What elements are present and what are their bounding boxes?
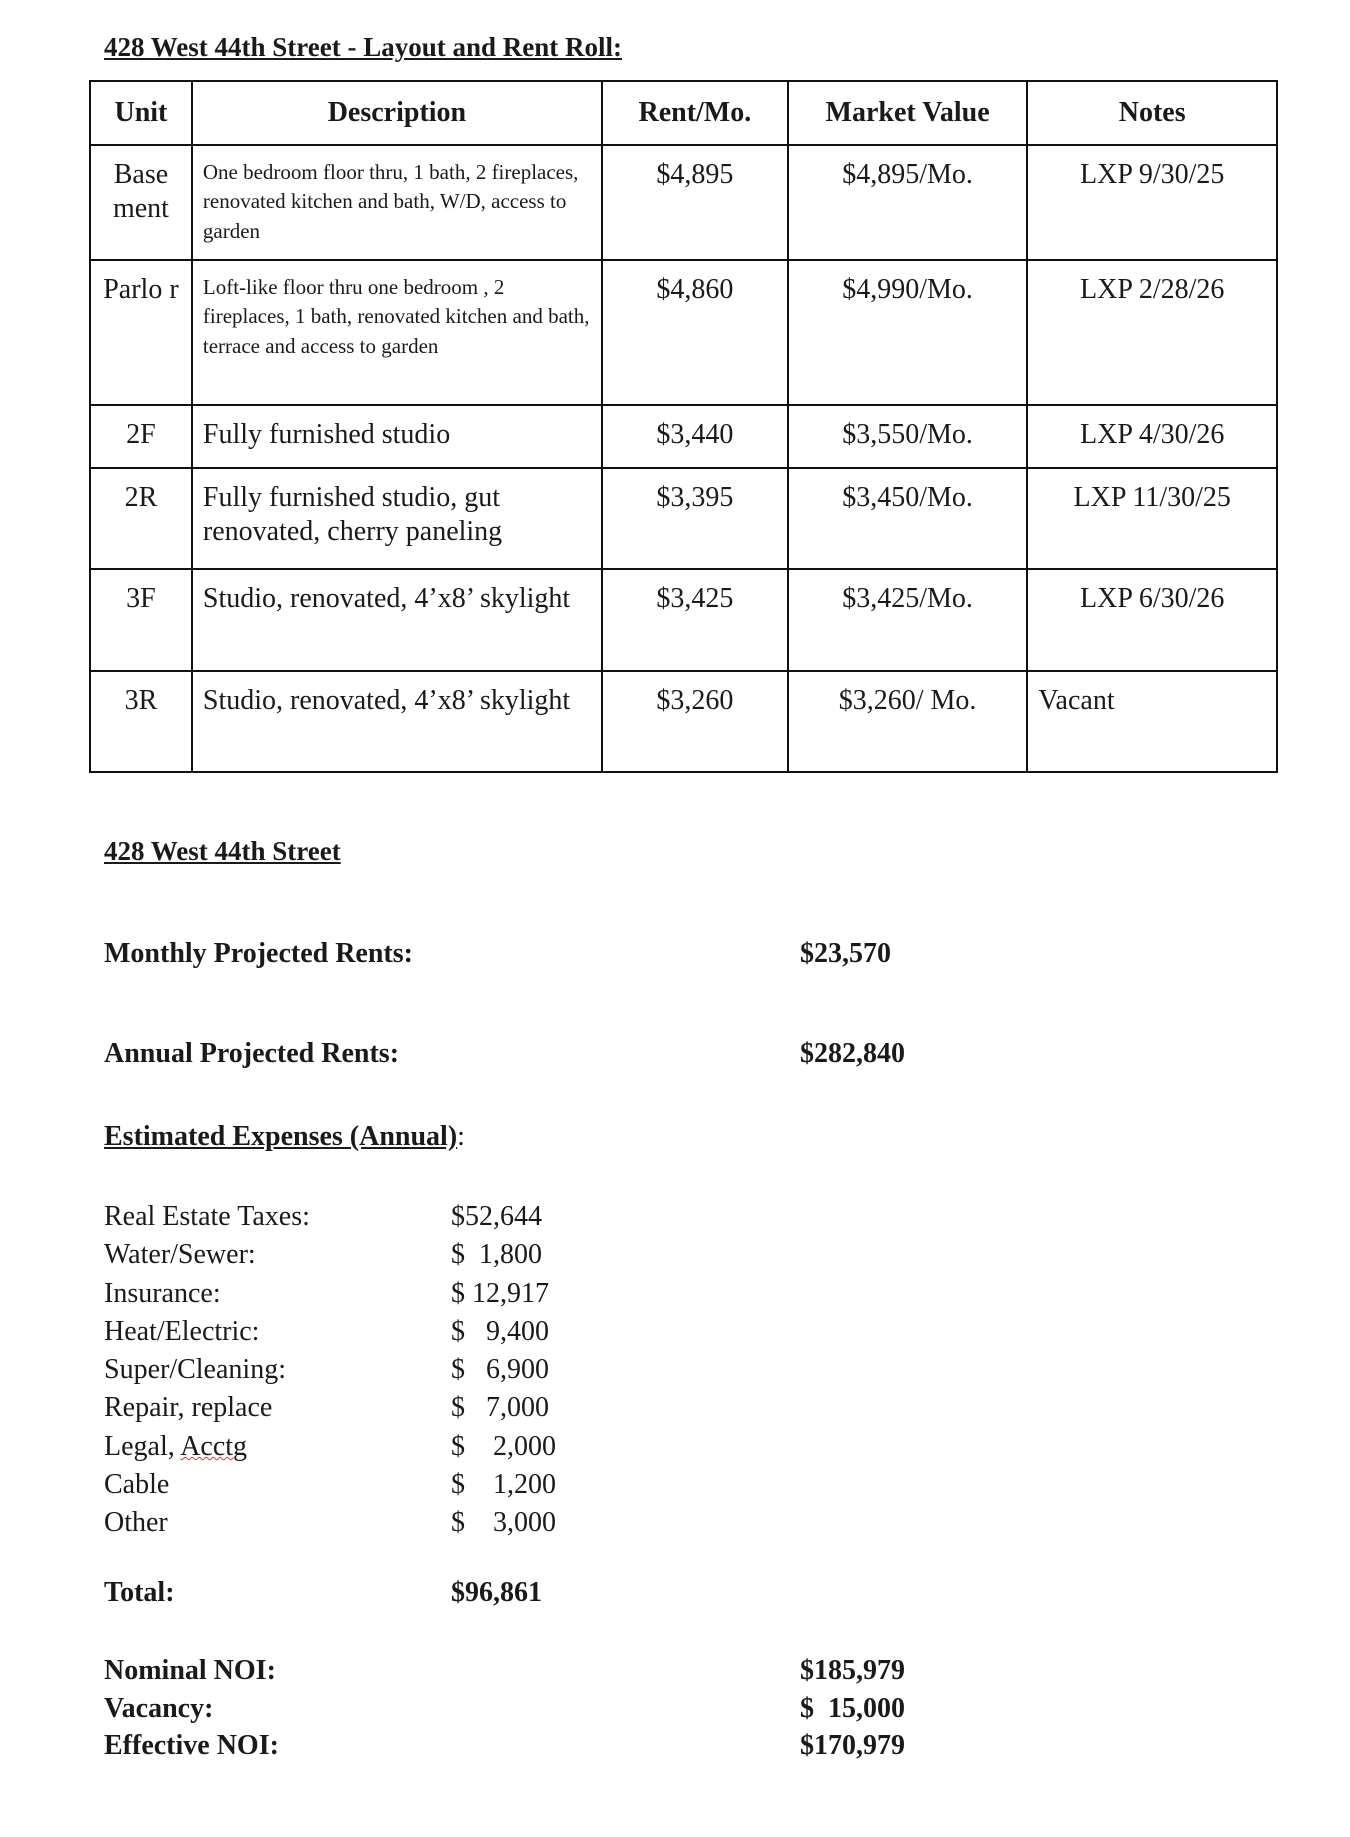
expense-label-text: Real Estate Taxes:	[104, 1201, 310, 1232]
vacancy-label: Vacancy:	[104, 1693, 214, 1724]
rent-cell: $4,860	[600, 259, 789, 406]
expense-row: Real Estate Taxes: $52,644	[104, 1198, 556, 1236]
table-row: Parlo r Loft-like floor thru one bedroom …	[89, 259, 1278, 406]
table-row: 3R Studio, renovated, 4’x8’ skylight $3,26…	[89, 670, 1278, 773]
market-value-cell: $4,895/Mo.	[786, 144, 1029, 261]
expense-row: Cable $ 1,200	[104, 1466, 556, 1504]
table-row: 2R Fully furnished studio, gut renovated,…	[89, 467, 1278, 570]
notes-cell: LXP 11/30/25	[1026, 467, 1278, 570]
total-value: $96,861	[451, 1577, 542, 1608]
description-cell: Studio, renovated, 4’x8’ skylight	[190, 670, 603, 773]
monthly-rents-label: Monthly Projected Rents:	[104, 938, 413, 969]
expense-label: Heat/Electric:	[104, 1313, 451, 1351]
rent-cell: $3,425	[600, 568, 789, 672]
rent-cell: $4,895	[600, 144, 789, 261]
table-row: 2F Fully furnished studio $3,440 $3,550/Mo.…	[89, 404, 1278, 469]
header-description: Description	[190, 80, 603, 146]
market-value-cell: $3,425/Mo.	[786, 568, 1029, 672]
notes-cell: LXP 4/30/26	[1026, 404, 1278, 469]
expense-row: Other $ 3,000	[104, 1504, 556, 1542]
unit-cell: 3F	[89, 568, 193, 672]
expense-label-text: Super/Cleaning:	[104, 1354, 286, 1386]
table-row: Base ment One bedroom floor thru, 1 bath,…	[89, 144, 1278, 261]
header-notes: Notes	[1026, 80, 1278, 146]
expense-label-text: Cable	[104, 1469, 170, 1501]
effective-noi-label: Effective NOI:	[104, 1730, 279, 1761]
expense-value: $ 9,400	[451, 1315, 549, 1347]
description-cell: Studio, renovated, 4’x8’ skylight	[190, 568, 603, 672]
expense-value: $ 12,917	[451, 1277, 549, 1309]
expense-value: $52,644	[451, 1201, 542, 1232]
expenses-title-colon: :	[457, 1121, 465, 1152]
expense-label: Water/Sewer:	[104, 1236, 451, 1274]
expenses-title: Estimated Expenses (Annual)	[104, 1121, 458, 1152]
market-value-cell: $3,550/Mo.	[786, 404, 1029, 469]
expense-row: Heat/Electric: $ 9,400	[104, 1313, 556, 1351]
expense-label: Super/Cleaning:	[104, 1351, 451, 1389]
summary-title: 428 West 44th Street	[104, 836, 341, 866]
table-row: 3F Studio, renovated, 4’x8’ skylight $3,42…	[89, 568, 1278, 672]
notes-cell: Vacant	[1026, 670, 1278, 773]
expense-value: $ 7,000	[451, 1392, 549, 1424]
expense-value: $ 1,200	[451, 1469, 556, 1501]
unit-cell: 3R	[89, 670, 193, 773]
document-title: 428 West 44th Street - Layout and Rent R…	[104, 32, 622, 62]
description-cell: Fully furnished studio, gut renovated, c…	[190, 467, 603, 570]
monthly-rents-value: $23,570	[800, 938, 891, 969]
unit-cell: 2R	[89, 467, 193, 570]
notes-cell: LXP 9/30/25	[1026, 144, 1278, 261]
expense-row: Legal, Acctg $ 2,000	[104, 1428, 556, 1466]
misspelled-word: Acctg	[180, 1430, 248, 1462]
expense-value: $ 3,000	[451, 1507, 556, 1539]
header-market-value: Market Value	[786, 80, 1029, 146]
expenses-heading: Estimated Expenses (Annual):	[104, 1121, 465, 1153]
unit-cell: 2F	[89, 404, 193, 469]
expense-label-text: Insurance:	[104, 1277, 221, 1309]
rent-cell: $3,260	[600, 670, 789, 773]
table-header-row: Unit Description Rent/Mo. Market Value N…	[89, 80, 1278, 146]
expense-label-text: Repair, replace	[104, 1392, 273, 1424]
market-value-cell: $4,990/Mo.	[786, 259, 1029, 406]
header-rent: Rent/Mo.	[600, 80, 789, 146]
expense-label-text: Heat/Electric:	[104, 1315, 260, 1347]
total-label: Total:	[104, 1577, 175, 1608]
expense-label-text: Water/Sewer:	[104, 1239, 256, 1271]
market-value-cell: $3,450/Mo.	[786, 467, 1029, 570]
rent-cell: $3,440	[600, 404, 789, 469]
expense-label-text: Legal,	[104, 1430, 181, 1462]
description-cell: Fully furnished studio	[190, 404, 603, 469]
rent-roll-table: Unit Description Rent/Mo. Market Value N…	[89, 80, 1278, 773]
expenses-list: Real Estate Taxes: $52,644 Water/Sewer: $ 1…	[104, 1198, 556, 1543]
expense-row: Repair, replace $ 7,000	[104, 1389, 556, 1427]
expense-row: Water/Sewer: $ 1,800	[104, 1236, 556, 1274]
vacancy-value: $ 15,000	[800, 1693, 905, 1724]
annual-rents-label: Annual Projected Rents:	[104, 1038, 400, 1069]
expense-label: Real Estate Taxes:	[104, 1198, 451, 1236]
expense-label-text: Other	[104, 1507, 168, 1539]
notes-cell: LXP 2/28/26	[1026, 259, 1278, 406]
expense-label: Repair, replace	[104, 1389, 451, 1427]
unit-cell: Base ment	[89, 144, 193, 261]
expense-row: Super/Cleaning: $ 6,900	[104, 1351, 556, 1389]
expense-label: Other	[104, 1504, 451, 1542]
notes-cell: LXP 6/30/26	[1026, 568, 1278, 672]
annual-rents-value: $282,840	[800, 1038, 905, 1069]
description-cell: Loft-like floor thru one bedroom , 2 fir…	[190, 259, 603, 406]
expense-value: $ 2,000	[451, 1430, 556, 1462]
nominal-noi-value: $185,979	[800, 1655, 905, 1686]
expense-value: $ 1,800	[451, 1239, 542, 1271]
unit-cell: Parlo r	[89, 259, 193, 406]
market-value-cell: $3,260/ Mo.	[786, 670, 1029, 773]
effective-noi-value: $170,979	[800, 1730, 905, 1761]
header-unit: Unit	[89, 80, 193, 146]
nominal-noi-label: Nominal NOI:	[104, 1655, 276, 1686]
description-cell: One bedroom floor thru, 1 bath, 2 firepl…	[190, 144, 603, 261]
expense-label: Legal, Acctg	[104, 1428, 451, 1466]
expense-label: Cable	[104, 1466, 451, 1504]
expense-row: Insurance: $ 12,917	[104, 1275, 556, 1313]
rent-cell: $3,395	[600, 467, 789, 570]
expense-label: Insurance:	[104, 1275, 451, 1313]
expense-value: $ 6,900	[451, 1354, 549, 1386]
